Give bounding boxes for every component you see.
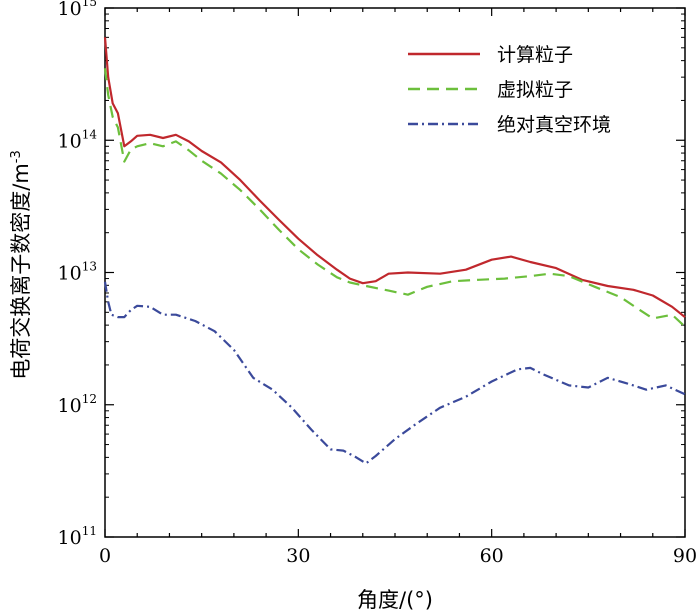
axis-ticks xyxy=(104,7,686,538)
series-line-virtual xyxy=(103,68,686,328)
legend-label-computed: 计算粒子 xyxy=(497,44,573,66)
x-axis-title: 角度/(°) xyxy=(357,588,433,612)
x-tick-label: 90 xyxy=(673,545,697,567)
x-tick-label: 0 xyxy=(99,545,111,567)
y-tick-base: 10 xyxy=(58,263,82,285)
legend-label-vacuum: 绝对真空环境 xyxy=(497,114,611,136)
legend-label-virtual: 虚拟粒子 xyxy=(497,79,573,101)
series-line-computed xyxy=(103,37,686,318)
x-tick-label: 60 xyxy=(480,545,504,567)
y-tick-base: 10 xyxy=(58,527,82,549)
y-tick-exponent: 11 xyxy=(82,524,97,538)
y-axis-title-exponent: -3 xyxy=(9,150,24,163)
x-tick-label: 30 xyxy=(286,545,310,567)
y-tick-base: 10 xyxy=(58,0,82,20)
y-tick-label: 1015 xyxy=(58,0,97,20)
y-tick-exponent: 12 xyxy=(82,392,97,406)
series-lines xyxy=(103,37,686,465)
y-axis-title-text: 电荷交换离子数密度/m xyxy=(9,163,33,380)
y-tick-base: 10 xyxy=(58,395,82,417)
y-tick-label: 1012 xyxy=(58,392,97,417)
series-line-vacuum xyxy=(103,281,686,465)
y-tick-exponent: 13 xyxy=(82,260,97,274)
y-axis-title: 电荷交换离子数密度/m-3 xyxy=(9,150,33,380)
legend: 计算粒子 虚拟粒子 绝对真空环境 xyxy=(408,44,611,136)
y-tick-label: 1014 xyxy=(58,127,98,152)
y-tick-exponent: 14 xyxy=(82,127,98,141)
y-tick-exponent: 15 xyxy=(82,0,97,9)
y-tick-label: 1013 xyxy=(58,260,97,285)
y-tick-label: 1011 xyxy=(58,524,97,549)
y-tick-base: 10 xyxy=(58,130,82,152)
